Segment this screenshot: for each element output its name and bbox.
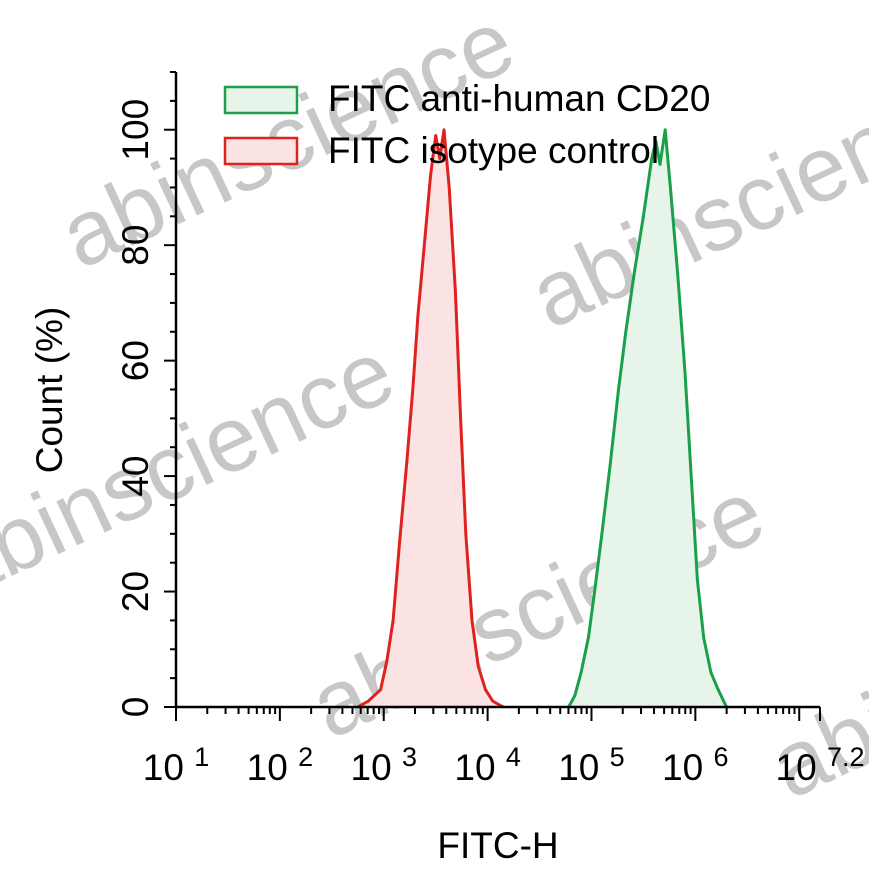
x-tick-label: 10 7.2 (776, 742, 865, 788)
y-tick-label: 40 (115, 456, 156, 497)
y-tick-label: 20 (115, 571, 156, 612)
legend-label-cd20: FITC anti-human CD20 (328, 78, 710, 119)
series-line-cd20 (567, 128, 728, 708)
series-fill-cd20 (568, 129, 727, 707)
legend-swatch-cd20 (223, 85, 299, 115)
y-tick-label: 80 (115, 225, 156, 266)
y-axis-label: Count (%) (29, 307, 70, 474)
x-ticks: 10 1 10 2 10 3 10 4 10 5 10 6 10 7.2 (143, 707, 865, 788)
legend-label-isotype: FITC isotype control (328, 130, 659, 171)
x-tick-label: 10 1 (143, 742, 209, 788)
x-tick-label: 10 5 (558, 742, 624, 788)
legend-item: FITC anti-human CD20 (223, 78, 710, 119)
legend-item: FITC isotype control (223, 130, 659, 171)
y-tick-label: 0 (115, 697, 156, 718)
x-tick-label: 10 2 (247, 742, 313, 788)
x-tick-label: 10 3 (351, 742, 417, 788)
series-layer (357, 128, 728, 709)
x-tick-label: 10 6 (662, 742, 728, 788)
x-tick-label: 10 4 (454, 742, 520, 788)
series-line-isotype (357, 128, 504, 709)
legend-swatch-isotype (223, 136, 299, 166)
y-tick-label: 60 (115, 340, 156, 381)
x-axis-label: FITC-H (437, 825, 558, 866)
legend: FITC anti-human CD20 FITC isotype contro… (223, 78, 710, 171)
y-tick-label: 100 (115, 99, 156, 161)
y-ticks: 0 20 40 60 80 100 (115, 71, 176, 718)
